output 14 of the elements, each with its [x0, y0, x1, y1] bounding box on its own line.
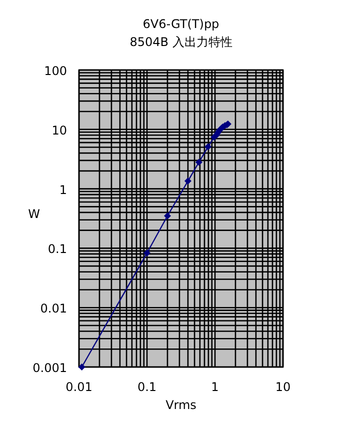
xtick: 10: [275, 380, 291, 394]
ylabel: W: [28, 207, 40, 221]
ytick: 0.001: [32, 361, 67, 375]
xtick: 0.01: [66, 380, 92, 394]
ytick: 0.1: [48, 242, 67, 256]
ytick: 1: [59, 182, 67, 197]
ytick: 10: [52, 123, 67, 138]
xtick: 0.1: [137, 380, 157, 394]
xlabel: Vrms: [166, 398, 196, 412]
subtitle: 8504B 入出力特性: [130, 35, 232, 49]
title: 6V6-GT(T)pp: [142, 17, 220, 31]
xtick: 1: [211, 380, 219, 394]
ytick: 100: [44, 64, 67, 78]
ytick: 0.01: [40, 302, 67, 316]
